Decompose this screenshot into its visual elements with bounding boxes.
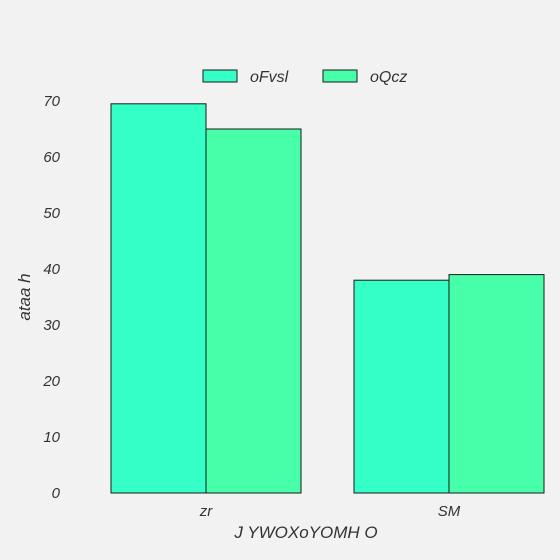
bar-oFvsl-SM [353, 279, 450, 494]
y-axis-label: ataa h [15, 273, 34, 320]
x-tick-zr: zr [199, 503, 214, 520]
legend-label-oFvsl: oFvsl [250, 69, 289, 86]
bars-group [110, 103, 545, 494]
x-tick-labels: zr SM [199, 503, 461, 520]
x-tick-SM: SM [438, 503, 461, 520]
bar-oQcz-SM [448, 274, 545, 494]
y-tick-20: 20 [42, 373, 60, 390]
legend: oFvsl oQcz [202, 69, 407, 86]
y-tick-30: 30 [43, 317, 60, 334]
y-tick-70: 70 [43, 93, 60, 110]
y-tick-10: 10 [43, 429, 60, 446]
y-tick-60: 60 [43, 149, 60, 166]
legend-label-oQcz: oQcz [370, 69, 407, 86]
y-tick-labels: 0 10 20 30 40 50 60 70 [42, 93, 60, 502]
bar-oQcz-zr [205, 128, 302, 494]
legend-swatch-oQcz [322, 69, 358, 83]
legend-swatch-oFvsl [202, 69, 238, 83]
y-tick-0: 0 [52, 485, 61, 502]
bar-oFvsl-zr [110, 103, 207, 494]
x-axis-label: J YWOXoYOMH O [233, 523, 377, 542]
y-tick-40: 40 [43, 261, 60, 278]
y-tick-50: 50 [43, 205, 60, 222]
